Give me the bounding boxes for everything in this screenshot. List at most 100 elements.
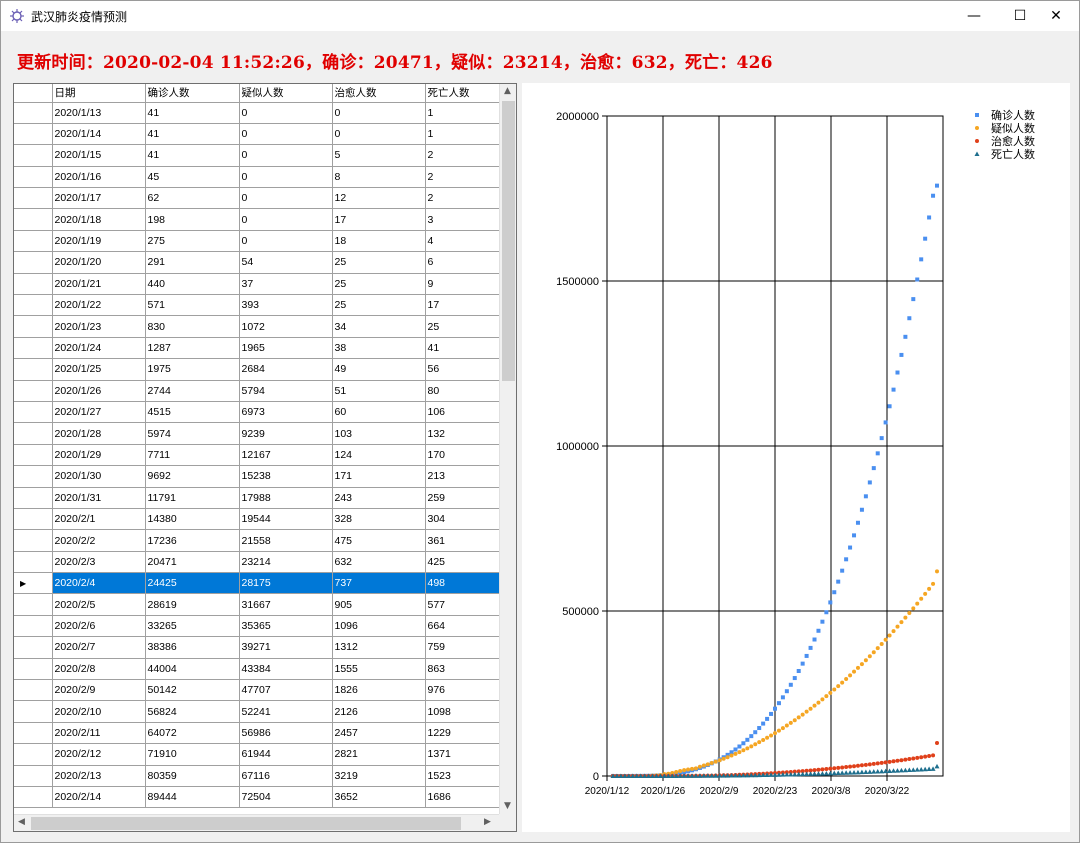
cell-suspected[interactable]: 17988 <box>239 487 333 509</box>
row-header[interactable] <box>14 465 53 488</box>
row-header[interactable] <box>14 786 53 809</box>
horizontal-scrollbar[interactable]: ◀ ▶ <box>14 814 499 831</box>
cell-date[interactable]: 2020/1/15 <box>52 144 146 167</box>
cell-deaths[interactable]: 1 <box>425 102 500 124</box>
table-row[interactable]: 2020/1/29 7711 12167 124 170 <box>14 444 500 467</box>
table-row[interactable]: 2020/2/7 38386 39271 1312 759 <box>14 636 500 659</box>
cell-date[interactable]: 2020/1/25 <box>52 358 146 381</box>
cell-date[interactable]: 2020/1/30 <box>52 465 146 488</box>
cell-cured[interactable]: 25 <box>332 294 426 317</box>
row-header[interactable]: ▶ <box>14 572 53 595</box>
cell-confirmed[interactable]: 89444 <box>145 786 240 809</box>
cell-deaths[interactable]: 863 <box>425 658 500 681</box>
cell-deaths[interactable]: 1229 <box>425 722 500 745</box>
column-header-suspected[interactable]: 疑似人数 <box>239 84 333 103</box>
cell-confirmed[interactable]: 830 <box>145 315 240 338</box>
cell-deaths[interactable]: 2 <box>425 144 500 167</box>
cell-cured[interactable]: 51 <box>332 380 426 402</box>
cell-confirmed[interactable]: 198 <box>145 208 240 231</box>
cell-date[interactable]: 2020/2/11 <box>52 722 146 745</box>
row-header[interactable] <box>14 636 53 659</box>
cell-date[interactable]: 2020/1/16 <box>52 166 146 189</box>
table-row[interactable]: 2020/1/26 2744 5794 51 80 <box>14 380 500 402</box>
cell-date[interactable]: 2020/1/27 <box>52 401 146 424</box>
table-row[interactable]: 2020/1/23 830 1072 34 25 <box>14 315 500 338</box>
cell-cured[interactable]: 124 <box>332 444 426 467</box>
cell-deaths[interactable]: 9 <box>425 273 500 296</box>
cell-confirmed[interactable]: 71910 <box>145 743 240 766</box>
scroll-up-arrow-icon[interactable]: ▲ <box>504 86 511 96</box>
cell-cured[interactable]: 3219 <box>332 765 426 788</box>
cell-suspected[interactable]: 47707 <box>239 679 333 702</box>
table-row[interactable]: 2020/2/8 44004 43384 1555 863 <box>14 658 500 681</box>
cell-date[interactable]: 2020/1/28 <box>52 422 146 445</box>
row-header[interactable] <box>14 615 53 638</box>
row-header[interactable] <box>14 551 53 574</box>
cell-deaths[interactable]: 17 <box>425 294 500 317</box>
cell-cured[interactable]: 1312 <box>332 636 426 659</box>
cell-cured[interactable]: 1096 <box>332 615 426 638</box>
cell-deaths[interactable]: 577 <box>425 593 500 616</box>
cell-date[interactable]: 2020/2/14 <box>52 786 146 809</box>
row-header[interactable] <box>14 444 53 467</box>
cell-suspected[interactable]: 61944 <box>239 743 333 766</box>
cell-deaths[interactable]: 1371 <box>425 743 500 766</box>
cell-confirmed[interactable]: 9692 <box>145 465 240 488</box>
cell-deaths[interactable]: 425 <box>425 551 500 574</box>
cell-confirmed[interactable]: 41 <box>145 123 240 146</box>
column-header-confirmed[interactable]: 确诊人数 <box>145 84 240 103</box>
cell-confirmed[interactable]: 56824 <box>145 700 240 723</box>
cell-deaths[interactable]: 1523 <box>425 765 500 788</box>
cell-confirmed[interactable]: 45 <box>145 166 240 189</box>
table-row[interactable]: 2020/2/14 89444 72504 3652 1686 <box>14 786 500 809</box>
cell-date[interactable]: 2020/2/3 <box>52 551 146 574</box>
cell-date[interactable]: 2020/2/4 <box>52 572 146 595</box>
cell-suspected[interactable]: 9239 <box>239 422 333 445</box>
cell-confirmed[interactable]: 41 <box>145 102 240 124</box>
cell-confirmed[interactable]: 17236 <box>145 529 240 552</box>
cell-date[interactable]: 2020/1/18 <box>52 208 146 231</box>
cell-cured[interactable]: 171 <box>332 465 426 488</box>
cell-confirmed[interactable]: 4515 <box>145 401 240 424</box>
row-header[interactable] <box>14 251 53 274</box>
table-row[interactable]: 2020/1/28 5974 9239 103 132 <box>14 422 500 445</box>
cell-confirmed[interactable]: 28619 <box>145 593 240 616</box>
cell-deaths[interactable]: 80 <box>425 380 500 402</box>
vertical-scroll-thumb[interactable] <box>502 101 515 381</box>
cell-cured[interactable]: 103 <box>332 422 426 445</box>
cell-suspected[interactable]: 23214 <box>239 551 333 574</box>
cell-date[interactable]: 2020/2/1 <box>52 508 146 531</box>
cell-suspected[interactable]: 0 <box>239 166 333 189</box>
table-row[interactable]: 2020/1/16 45 0 8 2 <box>14 166 500 189</box>
table-row[interactable]: 2020/2/9 50142 47707 1826 976 <box>14 679 500 702</box>
table-row[interactable]: 2020/1/21 440 37 25 9 <box>14 273 500 296</box>
cell-confirmed[interactable]: 24425 <box>145 572 240 595</box>
cell-cured[interactable]: 8 <box>332 166 426 189</box>
row-header[interactable] <box>14 123 53 146</box>
cell-cured[interactable]: 25 <box>332 273 426 296</box>
cell-cured[interactable]: 243 <box>332 487 426 509</box>
cell-date[interactable]: 2020/1/31 <box>52 487 146 509</box>
row-header[interactable] <box>14 765 53 788</box>
cell-cured[interactable]: 632 <box>332 551 426 574</box>
cell-cured[interactable]: 38 <box>332 337 426 360</box>
vertical-scrollbar[interactable]: ▲ ▼ <box>499 84 516 814</box>
cell-cured[interactable]: 905 <box>332 593 426 616</box>
row-header[interactable] <box>14 166 53 189</box>
cell-confirmed[interactable]: 440 <box>145 273 240 296</box>
row-header[interactable] <box>14 273 53 296</box>
table-row[interactable]: 2020/1/22 571 393 25 17 <box>14 294 500 317</box>
cell-cured[interactable]: 2457 <box>332 722 426 745</box>
cell-confirmed[interactable]: 14380 <box>145 508 240 531</box>
row-header[interactable] <box>14 358 53 381</box>
cell-suspected[interactable]: 67116 <box>239 765 333 788</box>
cell-date[interactable]: 2020/1/13 <box>52 102 146 124</box>
column-header-cured[interactable]: 治愈人数 <box>332 84 426 103</box>
scroll-left-arrow-icon[interactable]: ◀ <box>18 817 25 827</box>
cell-confirmed[interactable]: 275 <box>145 230 240 253</box>
table-row[interactable]: 2020/1/15 41 0 5 2 <box>14 144 500 167</box>
cell-cured[interactable]: 5 <box>332 144 426 167</box>
table-row[interactable]: 2020/1/18 198 0 17 3 <box>14 208 500 231</box>
cell-cured[interactable]: 328 <box>332 508 426 531</box>
table-row[interactable]: 2020/1/13 41 0 0 1 <box>14 102 500 124</box>
